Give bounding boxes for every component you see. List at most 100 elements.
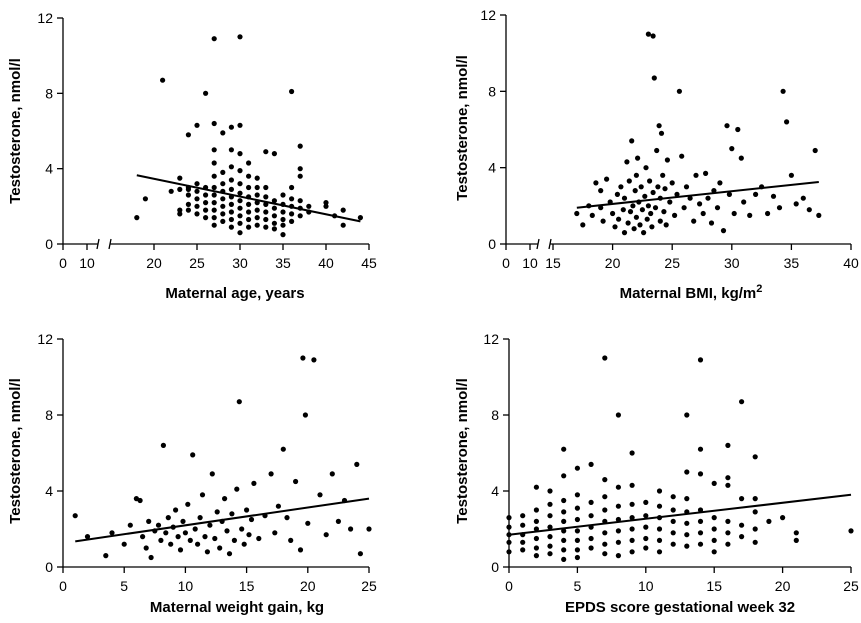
data-point (725, 475, 731, 481)
data-point (725, 482, 731, 488)
data-point (237, 122, 243, 128)
data-point (203, 90, 209, 96)
scatter-points (506, 355, 854, 563)
data-point (177, 186, 183, 192)
data-point (177, 547, 184, 553)
data-point (237, 213, 243, 219)
data-point (194, 203, 200, 209)
data-point (289, 88, 295, 95)
data-point (220, 130, 226, 136)
data-point (246, 209, 252, 215)
data-point (297, 173, 303, 179)
data-point (185, 192, 191, 198)
y-tick-label: 8 (45, 85, 53, 101)
data-point (237, 190, 243, 196)
x-tick-label: 40 (318, 255, 334, 271)
data-point (237, 151, 243, 157)
data-point (195, 541, 201, 547)
data-point (793, 537, 799, 544)
data-point (650, 189, 656, 196)
data-point (643, 165, 649, 171)
data-point (297, 166, 303, 172)
data-point (134, 215, 140, 221)
data-point (263, 209, 269, 215)
data-point (203, 192, 209, 198)
data-point (173, 507, 179, 513)
data-point (643, 499, 649, 505)
data-point (220, 211, 226, 217)
data-point (588, 535, 594, 542)
data-point (297, 198, 303, 204)
data-point (629, 537, 635, 544)
data-point (647, 178, 653, 184)
data-point (561, 537, 567, 544)
data-point (765, 210, 771, 217)
data-point (220, 169, 226, 175)
data-point (203, 215, 209, 221)
data-point (624, 159, 630, 165)
data-point (784, 119, 790, 125)
data-point (626, 178, 632, 184)
data-point (588, 513, 594, 519)
data-point (237, 181, 243, 187)
data-point (246, 173, 252, 179)
data-point (137, 497, 143, 504)
x-tick-label: 20 (300, 578, 316, 594)
data-point (739, 534, 745, 540)
data-point (236, 399, 242, 405)
data-point (185, 501, 191, 507)
data-point (708, 220, 715, 226)
data-point (726, 191, 733, 197)
data-point (602, 541, 608, 547)
data-point (598, 188, 604, 194)
data-point (335, 518, 341, 525)
data-point (602, 507, 608, 513)
data-point (602, 477, 608, 483)
data-point (614, 191, 621, 197)
data-point (711, 549, 717, 555)
data-point (725, 518, 731, 525)
data-point (574, 210, 580, 217)
data-point (366, 526, 372, 532)
data-point (254, 184, 260, 191)
data-point (211, 120, 217, 127)
data-point (658, 130, 665, 136)
data-point (561, 473, 567, 479)
data-point (109, 530, 115, 536)
data-point (180, 518, 186, 525)
x-tick-label: 10 (178, 578, 194, 594)
data-point (731, 210, 737, 217)
data-point (197, 515, 203, 521)
panel-epds-score: Testosterone, nmol/l EPDS score gestatio… (454, 331, 859, 616)
data-point (547, 543, 553, 549)
data-point (194, 196, 200, 202)
data-point (121, 541, 127, 547)
data-point (697, 541, 704, 547)
data-point (271, 213, 277, 219)
data-point (633, 214, 640, 220)
data-point (204, 549, 210, 555)
data-point (185, 201, 191, 207)
data-point (561, 547, 567, 553)
data-point (297, 547, 304, 553)
data-point (648, 210, 654, 217)
data-point (155, 522, 162, 528)
data-point (182, 530, 188, 536)
trend-line (576, 180, 819, 209)
data-point (289, 196, 295, 202)
y-tick-label: 8 (491, 407, 499, 423)
trend-line (508, 493, 852, 536)
data-point (280, 192, 286, 198)
data-point (656, 488, 663, 494)
data-point (670, 541, 676, 547)
data-point (228, 186, 234, 192)
data-point (212, 535, 218, 542)
data-point (661, 209, 667, 215)
data-point (593, 180, 599, 186)
data-point (146, 518, 152, 525)
y-axis-title: Testosterone, nmol/l (7, 378, 24, 524)
data-point (812, 147, 818, 154)
data-point (289, 211, 295, 217)
panel-maternal-bmi: Testosterone, nmol/l Maternal BMI, kg/m2… (454, 7, 859, 302)
data-point (670, 507, 676, 513)
